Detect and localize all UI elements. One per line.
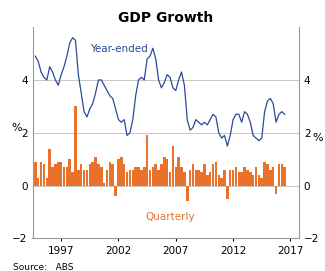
Bar xyxy=(252,175,254,186)
Title: GDP Growth: GDP Growth xyxy=(118,11,214,25)
Bar xyxy=(283,167,286,186)
Bar xyxy=(140,170,143,186)
Bar xyxy=(198,170,200,186)
Bar xyxy=(111,164,114,186)
Bar xyxy=(186,186,188,202)
Bar xyxy=(243,167,246,186)
Bar xyxy=(209,172,212,186)
Bar xyxy=(63,167,65,186)
Bar xyxy=(278,164,280,186)
Bar xyxy=(83,170,85,186)
Bar xyxy=(137,167,140,186)
Bar xyxy=(43,164,45,186)
Bar xyxy=(212,164,214,186)
Bar xyxy=(172,146,174,186)
Text: Year-ended: Year-ended xyxy=(90,44,147,54)
Bar xyxy=(249,172,252,186)
Bar xyxy=(166,159,168,186)
Y-axis label: %: % xyxy=(312,133,323,143)
Bar xyxy=(97,164,100,186)
Bar xyxy=(126,172,128,186)
Bar xyxy=(177,157,180,186)
Bar xyxy=(229,170,231,186)
Bar xyxy=(86,170,88,186)
Bar xyxy=(232,170,234,186)
Bar xyxy=(200,172,203,186)
Bar xyxy=(120,157,123,186)
Bar xyxy=(37,178,40,186)
Bar xyxy=(266,164,269,186)
Bar xyxy=(223,170,226,186)
Bar xyxy=(255,167,257,186)
Bar xyxy=(103,183,105,186)
Bar xyxy=(54,164,57,186)
Y-axis label: %: % xyxy=(11,123,22,133)
Bar xyxy=(66,167,68,186)
Bar xyxy=(203,164,206,186)
Bar xyxy=(114,186,117,196)
Text: Source:   ABS: Source: ABS xyxy=(13,263,73,271)
Bar xyxy=(175,167,177,186)
Bar xyxy=(226,186,228,199)
Bar xyxy=(91,162,94,186)
Bar xyxy=(160,164,163,186)
Bar xyxy=(34,162,37,186)
Bar xyxy=(88,164,91,186)
Bar xyxy=(74,107,77,186)
Bar xyxy=(106,170,108,186)
Bar xyxy=(263,162,266,186)
Bar xyxy=(135,167,137,186)
Bar xyxy=(109,162,111,186)
Bar xyxy=(48,149,51,186)
Bar xyxy=(235,167,237,186)
Bar xyxy=(272,167,275,186)
Bar xyxy=(260,178,263,186)
Bar xyxy=(69,159,71,186)
Bar xyxy=(206,175,209,186)
Bar xyxy=(195,170,197,186)
Bar xyxy=(146,136,149,186)
Bar xyxy=(72,172,74,186)
Bar xyxy=(280,164,283,186)
Bar xyxy=(154,164,157,186)
Bar xyxy=(80,164,83,186)
Bar xyxy=(143,167,146,186)
Text: Quarterly: Quarterly xyxy=(145,212,195,222)
Bar xyxy=(220,178,223,186)
Bar xyxy=(169,172,171,186)
Bar xyxy=(180,167,183,186)
Bar xyxy=(163,157,165,186)
Bar xyxy=(240,172,243,186)
Bar xyxy=(132,170,134,186)
Bar xyxy=(246,170,249,186)
Bar xyxy=(51,167,54,186)
Bar xyxy=(275,186,277,193)
Bar xyxy=(157,170,160,186)
Bar xyxy=(192,164,194,186)
Bar xyxy=(117,159,120,186)
Bar xyxy=(94,157,97,186)
Bar xyxy=(214,162,217,186)
Bar xyxy=(151,167,154,186)
Bar xyxy=(238,172,240,186)
Bar xyxy=(217,175,220,186)
Bar xyxy=(57,162,59,186)
Bar xyxy=(149,170,151,186)
Bar xyxy=(100,167,102,186)
Bar xyxy=(123,164,125,186)
Bar xyxy=(258,175,260,186)
Bar xyxy=(183,172,186,186)
Bar xyxy=(40,162,42,186)
Bar xyxy=(60,162,62,186)
Bar xyxy=(129,170,131,186)
Bar xyxy=(77,170,80,186)
Bar xyxy=(269,170,272,186)
Bar xyxy=(189,170,191,186)
Bar xyxy=(46,178,48,186)
